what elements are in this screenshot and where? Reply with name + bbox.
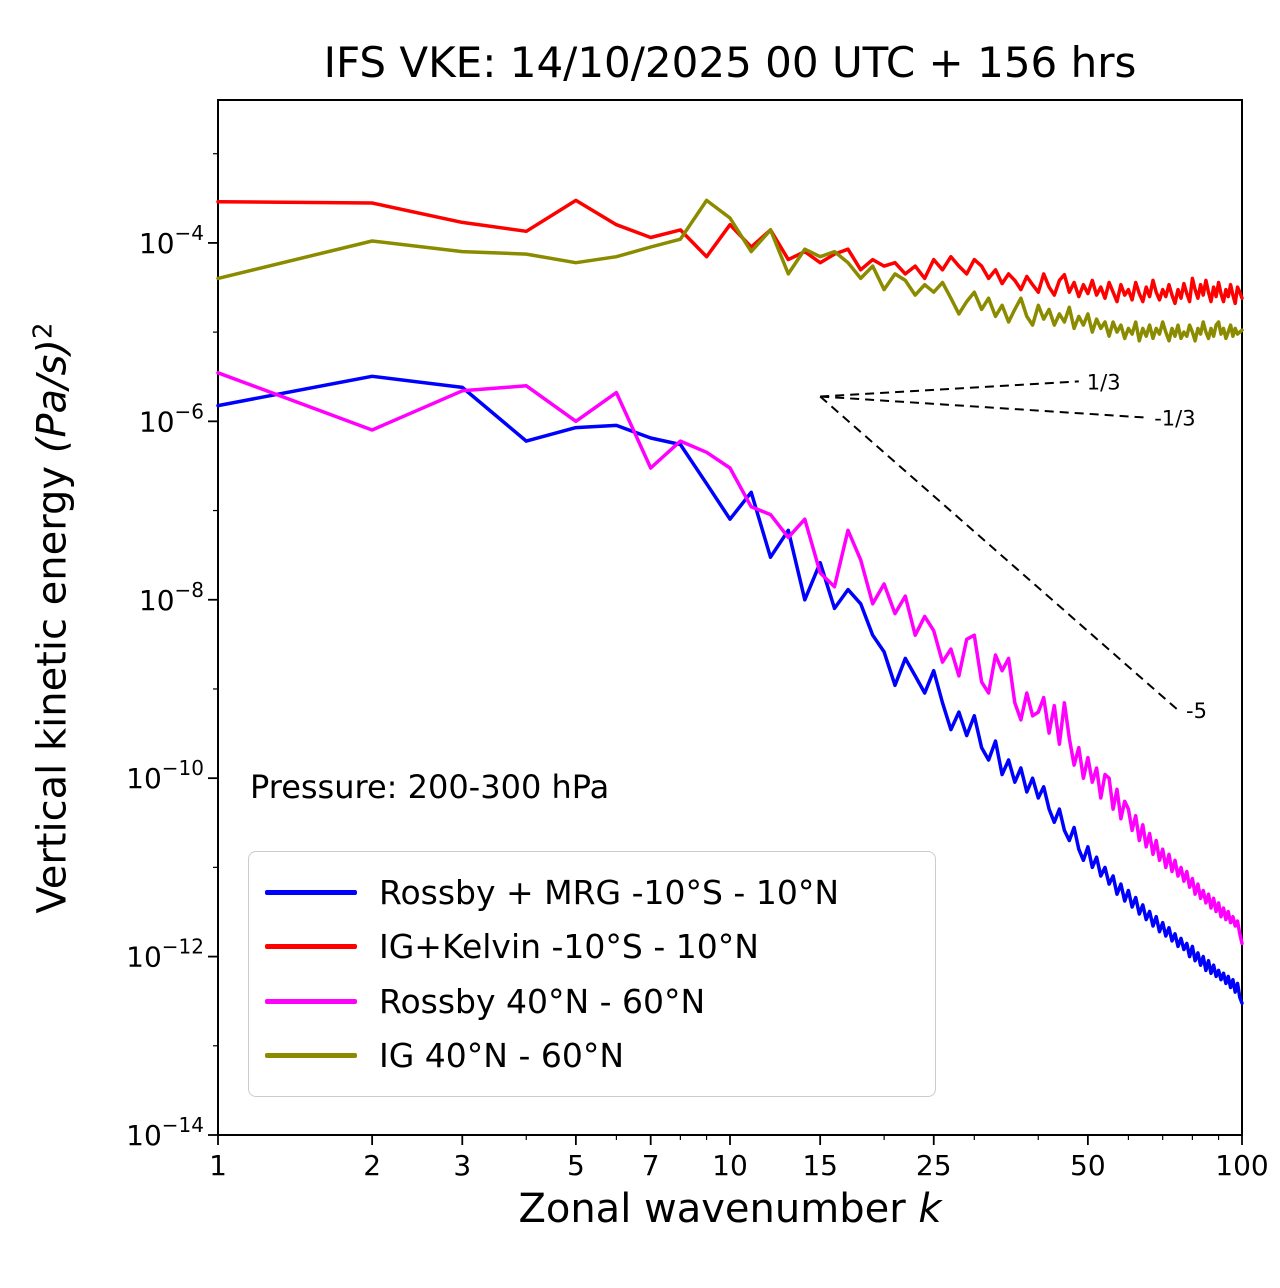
x-tick-label: 7 bbox=[642, 1149, 660, 1182]
x-tick-label: 5 bbox=[567, 1149, 585, 1182]
slope-label-1/3: 1/3 bbox=[1087, 370, 1121, 394]
legend-line-swatch-blue bbox=[265, 890, 357, 896]
x-tick-label: 3 bbox=[453, 1149, 471, 1182]
y-tick-label: 10−4 bbox=[139, 221, 204, 260]
legend-line-swatch-olive bbox=[265, 1052, 357, 1058]
x-tick-label: 10 bbox=[712, 1149, 748, 1182]
ylabel-units: (Pa/s) bbox=[29, 339, 76, 454]
x-tick-label: 2 bbox=[363, 1149, 381, 1182]
ylabel-exponent: 2 bbox=[28, 322, 59, 340]
series-rossby-mrg-tropics bbox=[216, 374, 1244, 1005]
xlabel-math: k bbox=[918, 1186, 942, 1232]
x-tick-label: 25 bbox=[916, 1149, 952, 1182]
y-tick-label: 10−10 bbox=[126, 756, 204, 795]
legend-label: Rossby 40°N - 60°N bbox=[379, 981, 706, 1021]
legend: Rossby + MRG -10°S - 10°N IG+Kelvin -10°… bbox=[248, 851, 936, 1097]
chart-title: IFS VKE: 14/10/2025 00 UTC + 156 hrs bbox=[323, 38, 1137, 87]
slope-line-1/3 bbox=[820, 380, 1079, 398]
y-tick-label: 10−14 bbox=[126, 1113, 204, 1152]
slope-line--5 bbox=[819, 395, 1179, 711]
legend-label: IG+Kelvin -10°S - 10°N bbox=[379, 927, 759, 967]
slope-label--1/3: -1/3 bbox=[1154, 407, 1195, 431]
slope-label--5: -5 bbox=[1186, 699, 1207, 723]
series-ig-kelvin-tropics bbox=[216, 198, 1244, 306]
legend-line-swatch-red bbox=[265, 944, 357, 950]
y-tick-label: 10−8 bbox=[139, 578, 204, 617]
x-tick-label: 15 bbox=[802, 1149, 838, 1182]
x-axis-label: Zonal wavenumber k bbox=[218, 1186, 1242, 1232]
y-tick-label: 10−12 bbox=[126, 935, 204, 974]
y-tick-label: 10−6 bbox=[139, 399, 204, 438]
xlabel-text: Zonal wavenumber bbox=[518, 1186, 919, 1232]
x-tick-label: 50 bbox=[1070, 1149, 1106, 1182]
x-tick-label: 1 bbox=[209, 1149, 227, 1182]
y-axis-label: Vertical kinetic energy (Pa/s)2 bbox=[28, 323, 75, 914]
legend-line-swatch-magenta bbox=[265, 998, 357, 1004]
series-ig-midlat bbox=[216, 198, 1244, 343]
legend-item-rossby-mrg-tropics: Rossby + MRG -10°S - 10°N bbox=[249, 873, 935, 912]
legend-label: Rossby + MRG -10°S - 10°N bbox=[379, 873, 840, 913]
ylabel-text: Vertical kinetic energy bbox=[29, 453, 76, 914]
slope-line--1/3 bbox=[820, 395, 1147, 419]
legend-label: IG 40°N - 60°N bbox=[379, 1035, 625, 1075]
pressure-annotation: Pressure: 200-300 hPa bbox=[250, 768, 610, 806]
legend-item-ig-kelvin-tropics: IG+Kelvin -10°S - 10°N bbox=[249, 927, 935, 966]
x-tick-label: 100 bbox=[1215, 1149, 1268, 1182]
legend-item-ig-midlat: IG 40°N - 60°N bbox=[249, 1036, 935, 1075]
series-rossby-midlat bbox=[216, 371, 1244, 946]
legend-item-rossby-midlat: Rossby 40°N - 60°N bbox=[249, 982, 935, 1021]
